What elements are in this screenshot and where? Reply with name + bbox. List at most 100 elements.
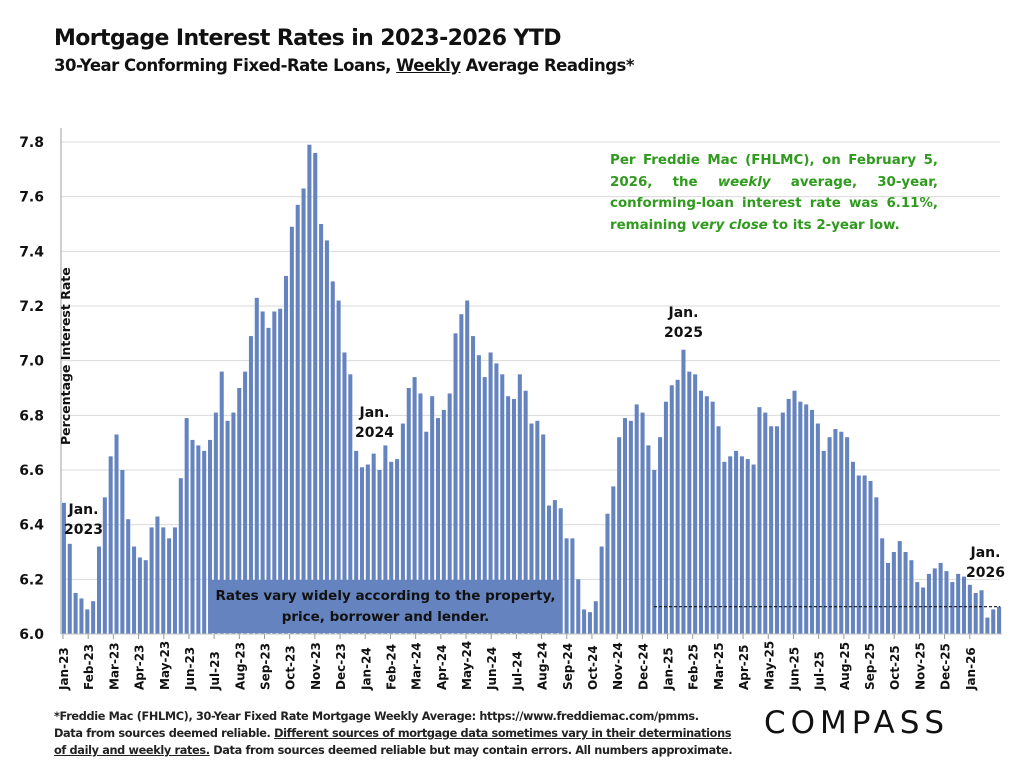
annotation-line: Jan.	[359, 405, 390, 421]
bar	[459, 314, 464, 634]
y-tick-label: 6.8	[19, 408, 44, 424]
chart-title: Mortgage Interest Rates in 2023-2026 YTD	[54, 26, 562, 51]
note-text: average, 30-year, conforming-loan intere…	[610, 174, 939, 233]
bar	[956, 573, 961, 634]
bar	[289, 226, 294, 635]
bar	[985, 617, 990, 634]
x-tick-label: Jan-24	[359, 647, 373, 691]
bar	[430, 396, 435, 634]
bar	[734, 450, 739, 634]
bar	[786, 398, 791, 634]
bar	[488, 352, 493, 634]
annotation-jan-2024: Jan. 2024	[355, 403, 394, 443]
y-tick-label: 7.6	[19, 190, 44, 206]
bar	[178, 478, 183, 634]
bar	[909, 560, 914, 634]
x-tick-label: May-23	[158, 641, 172, 690]
bar	[114, 434, 119, 634]
chart-subtitle: 30-Year Conforming Fixed-Rate Loans, Wee…	[54, 56, 634, 75]
bar	[628, 420, 633, 634]
bar	[61, 502, 66, 634]
bar	[120, 470, 125, 634]
bar	[634, 404, 639, 634]
footnote-line: *Freddie Mac (FHLMC), 30-Year Fixed Rate…	[54, 710, 699, 723]
bar	[839, 431, 844, 634]
annotation-line: Jan.	[668, 305, 699, 321]
bar	[979, 590, 984, 634]
x-tick-label: Oct-23	[284, 645, 298, 690]
bar	[921, 587, 926, 634]
bar	[687, 371, 692, 634]
bar	[213, 412, 218, 634]
x-tick-label: Aug-23	[233, 642, 247, 690]
bar	[389, 461, 394, 634]
x-tick-label: Sep-24	[561, 643, 575, 690]
subtitle-post: Average Readings*	[460, 56, 635, 75]
bar	[365, 464, 370, 634]
x-tick-label: Dec-24	[636, 643, 650, 690]
bar	[383, 445, 388, 634]
bar	[622, 418, 628, 634]
y-tick-label: 6.6	[19, 463, 44, 479]
bar	[611, 486, 616, 634]
y-tick-label: 7.2	[19, 299, 44, 315]
bar	[745, 459, 750, 634]
x-tick-label: Nov-24	[611, 642, 625, 690]
y-tick-label: 6.4	[19, 518, 44, 534]
bar	[558, 508, 563, 634]
bar	[126, 519, 131, 634]
bar	[868, 480, 873, 634]
bar	[810, 409, 815, 634]
footnote-underlined: Different sources of mortgage data somet…	[274, 727, 732, 740]
rates-vary-line: Rates vary widely according to the prope…	[215, 588, 556, 604]
bar	[231, 412, 236, 634]
bar	[301, 188, 306, 634]
bar	[202, 450, 207, 634]
x-tick-label: Jun-23	[183, 647, 197, 691]
bar	[517, 374, 522, 634]
bar	[523, 390, 528, 634]
x-tick-label: Apr-23	[133, 645, 147, 690]
footnote-line: of daily and weekly rates. Data from sou…	[54, 742, 754, 759]
x-tick-label: Apr-24	[435, 645, 449, 690]
bar	[862, 475, 867, 634]
x-tick-label: Mar-23	[107, 642, 121, 690]
bar	[161, 527, 166, 634]
bar	[722, 461, 727, 634]
x-tick-label: Mar-25	[712, 642, 726, 690]
bar	[278, 308, 283, 634]
bar	[313, 152, 318, 634]
bar	[658, 437, 663, 634]
bar	[137, 557, 142, 634]
x-tick-label: Jul-25	[813, 651, 827, 691]
bar	[435, 418, 440, 634]
note-text: to its 2-year low.	[767, 217, 900, 233]
bar	[769, 426, 774, 634]
bar	[593, 601, 598, 634]
bar	[646, 445, 651, 634]
bar	[763, 412, 768, 634]
x-tick-marks	[62, 634, 971, 639]
bar	[681, 349, 686, 634]
x-tick-label: Dec-25	[939, 643, 953, 690]
bar	[751, 464, 756, 634]
y-tick-label: 6.2	[19, 572, 44, 588]
bar	[757, 407, 762, 634]
bar-chart: 6.0 6.2 6.4 6.6 6.8 7.0 7.2 7.4 7.6 7.8 Jan-23 Feb…	[19, 128, 1002, 691]
bar	[815, 423, 820, 634]
bar	[354, 450, 359, 634]
bar	[716, 426, 721, 634]
bar	[821, 450, 826, 634]
x-tick-label: Aug-24	[536, 642, 550, 690]
x-tick-label: Jul-24	[510, 651, 524, 691]
rates-vary-box: Rates vary widely according to the prope…	[211, 580, 560, 633]
y-tick-label: 7.8	[19, 135, 44, 151]
x-tick-label: May-25	[762, 641, 776, 690]
bar	[96, 546, 102, 634]
bar	[243, 371, 248, 634]
bar	[944, 571, 949, 634]
bar	[932, 568, 937, 634]
bar	[850, 461, 855, 634]
bar	[132, 546, 137, 634]
bar	[225, 420, 230, 634]
